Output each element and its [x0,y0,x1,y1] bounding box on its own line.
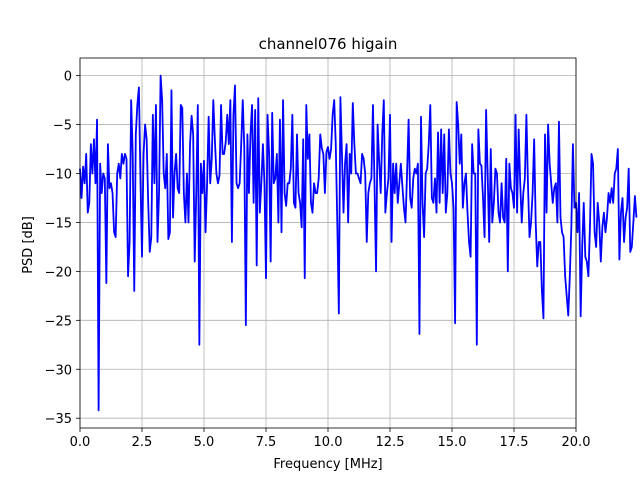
x-tick-label: 7.5 [256,435,277,450]
psd-series-line [79,74,638,412]
y-tick-label: −5 [53,119,72,134]
x-axis-ticks: 0.0 2.5 5.0 7.5 10.0 12.5 15.0 17.5 20.0 [70,428,591,450]
x-tick-label: 12.5 [376,435,405,450]
y-tick-label: −20 [45,265,72,280]
y-tick-label: −35 [45,412,72,427]
y-tick-label: −25 [45,314,72,329]
x-tick-label: 0.0 [70,435,91,450]
y-tick-label: −15 [45,216,72,231]
y-tick-label: 0 [64,70,72,85]
plot-area [79,74,638,412]
x-tick-label: 5.0 [194,435,215,450]
x-axis-label: Frequency [MHz] [273,457,382,472]
x-tick-label: 17.5 [500,435,529,450]
y-axis-label: PSD [dB] [21,216,36,274]
chart-title: channel076 higain [259,35,398,53]
x-tick-label: 10.0 [314,435,343,450]
y-tick-label: −30 [45,363,72,378]
y-axis-ticks: 0 −5 −10 −15 −20 −25 −30 −35 [45,70,80,427]
x-tick-label: 2.5 [132,435,153,450]
y-tick-label: −10 [45,168,72,183]
x-tick-label: 15.0 [438,435,467,450]
x-tick-label: 20.0 [562,435,591,450]
